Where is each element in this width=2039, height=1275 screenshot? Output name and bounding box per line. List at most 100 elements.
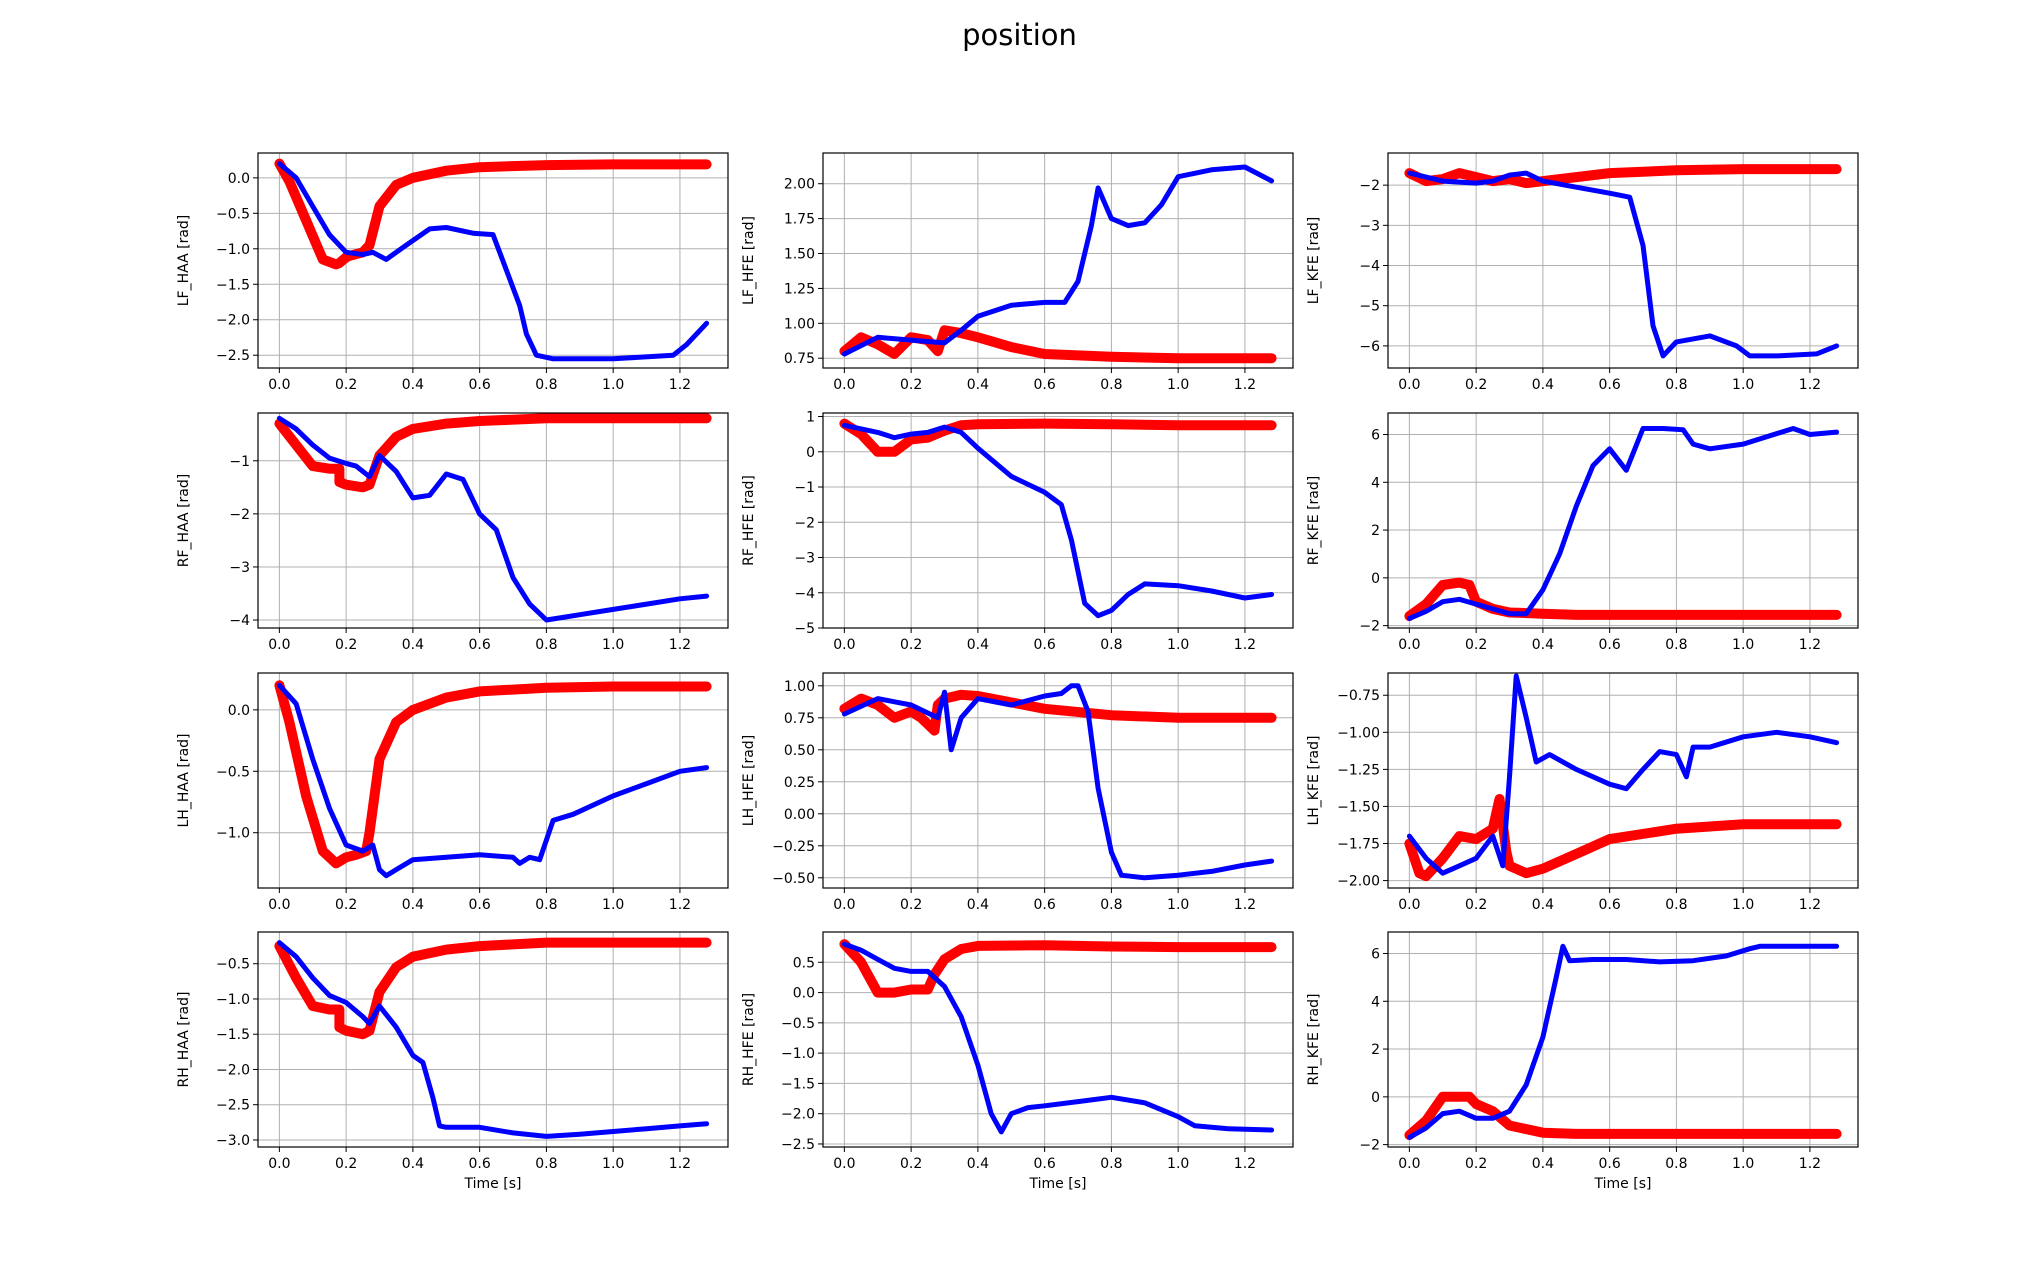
x-tick-label: 0.2 bbox=[335, 897, 357, 913]
y-tick-label: −5 bbox=[794, 621, 815, 637]
reference-series-line bbox=[839, 325, 1277, 364]
reference-series-line bbox=[839, 418, 1277, 457]
y-tick-label: −2 bbox=[229, 507, 250, 523]
y-tick-label: −3 bbox=[794, 551, 815, 567]
measured-series-line bbox=[276, 161, 710, 362]
y-tick-label: −1 bbox=[794, 480, 815, 496]
x-tick-label: 0.4 bbox=[967, 1156, 989, 1172]
reference-series-line bbox=[1404, 577, 1842, 622]
measured-series-line bbox=[1406, 426, 1840, 621]
y-axis-label: LF_HAA [rad] bbox=[176, 215, 192, 307]
x-tick-label: 1.2 bbox=[669, 377, 691, 393]
x-tick-label: 0.0 bbox=[268, 377, 290, 393]
x-tick-label: 0.2 bbox=[335, 637, 357, 653]
y-tick-label: −6 bbox=[1359, 339, 1380, 355]
series-group bbox=[274, 680, 712, 879]
y-tick-label: −2 bbox=[1359, 1138, 1380, 1154]
reference-series-line bbox=[839, 939, 1277, 998]
x-tick-label: 0.6 bbox=[1599, 637, 1621, 653]
series-group bbox=[274, 937, 712, 1139]
x-tick-label: 1.2 bbox=[669, 897, 691, 913]
x-tick-label: 1.0 bbox=[1167, 897, 1189, 913]
subplot-rf-hfe: 0.0 0.2 0.4 0.6 0.8 1.0 1.2 1 0 −1 −2 −3 −4 −5 RF_HFE … bbox=[741, 410, 1294, 653]
x-tick-label: 1.0 bbox=[1732, 1156, 1754, 1172]
subplot-rh-kfe: 0.0 0.2 0.4 0.6 0.8 1.0 1.2 6 4 2 0 −2 RH_KFE [rad] T… bbox=[1306, 931, 1859, 1192]
y-tick-label: −2.0 bbox=[781, 1107, 815, 1123]
axes-frame bbox=[1387, 672, 1859, 889]
axes-frame bbox=[822, 931, 1294, 1148]
axes-frame bbox=[257, 412, 729, 629]
y-tick-label: −2 bbox=[1359, 619, 1380, 635]
x-tick-label: 0.6 bbox=[1599, 377, 1621, 393]
series-group bbox=[274, 158, 712, 362]
x-tick-label: 1.2 bbox=[669, 1156, 691, 1172]
x-tick-label: 0.8 bbox=[535, 897, 557, 913]
x-tick-label: 0.8 bbox=[1665, 1156, 1687, 1172]
x-tick-label: 0.2 bbox=[900, 637, 922, 653]
x-tick-label: 1.2 bbox=[1799, 897, 1821, 913]
x-tick-label: 0.8 bbox=[1665, 897, 1687, 913]
x-tick-label: 0.8 bbox=[535, 377, 557, 393]
y-tick-label: 0.0 bbox=[793, 986, 815, 1002]
x-tick-label: 0.0 bbox=[833, 377, 855, 393]
x-tick-label: 0.6 bbox=[1034, 377, 1056, 393]
axes-frame bbox=[1387, 152, 1859, 369]
y-tick-label: −2.0 bbox=[216, 313, 250, 329]
x-tick-label: 0.0 bbox=[268, 637, 290, 653]
x-tick-label: 0.8 bbox=[535, 637, 557, 653]
y-tick-label: −0.25 bbox=[772, 839, 815, 855]
x-tick-label: 1.0 bbox=[602, 897, 624, 913]
y-tick-label: 0.00 bbox=[784, 807, 815, 823]
x-tick-label: 0.8 bbox=[1665, 637, 1687, 653]
x-tick-label: 0.4 bbox=[402, 377, 424, 393]
x-tick-label: 0.8 bbox=[1100, 637, 1122, 653]
reference-series-line bbox=[1404, 1091, 1842, 1141]
series-group bbox=[1404, 426, 1842, 622]
y-tick-label: 0.75 bbox=[784, 711, 815, 727]
x-tick-label: 1.0 bbox=[602, 637, 624, 653]
x-tick-label: 0.6 bbox=[1599, 1156, 1621, 1172]
reference-series-line bbox=[274, 680, 712, 869]
y-tick-label: 0.5 bbox=[793, 955, 815, 971]
y-tick-label: −1.5 bbox=[216, 277, 250, 293]
y-axis-label: LH_KFE [rad] bbox=[1306, 735, 1322, 825]
x-tick-label: 1.2 bbox=[1799, 1156, 1821, 1172]
x-tick-label: 0.0 bbox=[1398, 377, 1420, 393]
x-tick-label: 0.4 bbox=[967, 897, 989, 913]
y-tick-label: −1.25 bbox=[1337, 762, 1380, 778]
measured-series-line bbox=[841, 941, 1275, 1135]
y-axis-label: LF_KFE [rad] bbox=[1306, 217, 1322, 305]
y-tick-label: −1.0 bbox=[216, 242, 250, 258]
x-tick-label: 0.4 bbox=[1532, 637, 1554, 653]
y-tick-label: 0 bbox=[1371, 1090, 1380, 1106]
y-axis-label: RF_KFE [rad] bbox=[1306, 476, 1322, 565]
x-tick-label: 0.6 bbox=[1034, 637, 1056, 653]
axes-frame bbox=[822, 152, 1294, 369]
axes-frame bbox=[1387, 412, 1859, 629]
x-tick-label: 1.0 bbox=[602, 377, 624, 393]
x-tick-label: 0.4 bbox=[967, 637, 989, 653]
x-tick-label: 0.4 bbox=[402, 637, 424, 653]
axes-frame bbox=[257, 152, 729, 369]
y-tick-label: −0.75 bbox=[1337, 688, 1380, 704]
y-tick-label: −1.0 bbox=[216, 826, 250, 842]
x-axis-label: Time [s] bbox=[1029, 1176, 1087, 1192]
y-axis-label: RH_KFE [rad] bbox=[1306, 994, 1322, 1086]
y-tick-label: −1.75 bbox=[1337, 837, 1380, 853]
y-tick-label: 2 bbox=[1371, 523, 1380, 539]
y-tick-label: 0 bbox=[1371, 571, 1380, 587]
x-tick-label: 0.6 bbox=[469, 1156, 491, 1172]
axes-frame bbox=[822, 412, 1294, 629]
x-tick-label: 1.0 bbox=[1732, 637, 1754, 653]
measured-series-line bbox=[841, 422, 1275, 619]
measured-series-line bbox=[841, 164, 1275, 357]
y-tick-label: 1 bbox=[806, 410, 815, 426]
subplot-lf-hfe: 0.0 0.2 0.4 0.6 0.8 1.0 1.2 0.75 1.00 1.25 1.50 1.7… bbox=[741, 152, 1294, 393]
x-tick-label: 1.0 bbox=[1167, 637, 1189, 653]
subplot-rh-haa: 0.0 0.2 0.4 0.6 0.8 1.0 1.2 −0.5 −1.0 −1.5 −2.0 −2.… bbox=[176, 931, 729, 1192]
x-tick-label: 0.6 bbox=[469, 637, 491, 653]
y-tick-label: −3 bbox=[1359, 218, 1380, 234]
x-tick-label: 0.8 bbox=[1100, 897, 1122, 913]
x-tick-label: 1.2 bbox=[1799, 377, 1821, 393]
